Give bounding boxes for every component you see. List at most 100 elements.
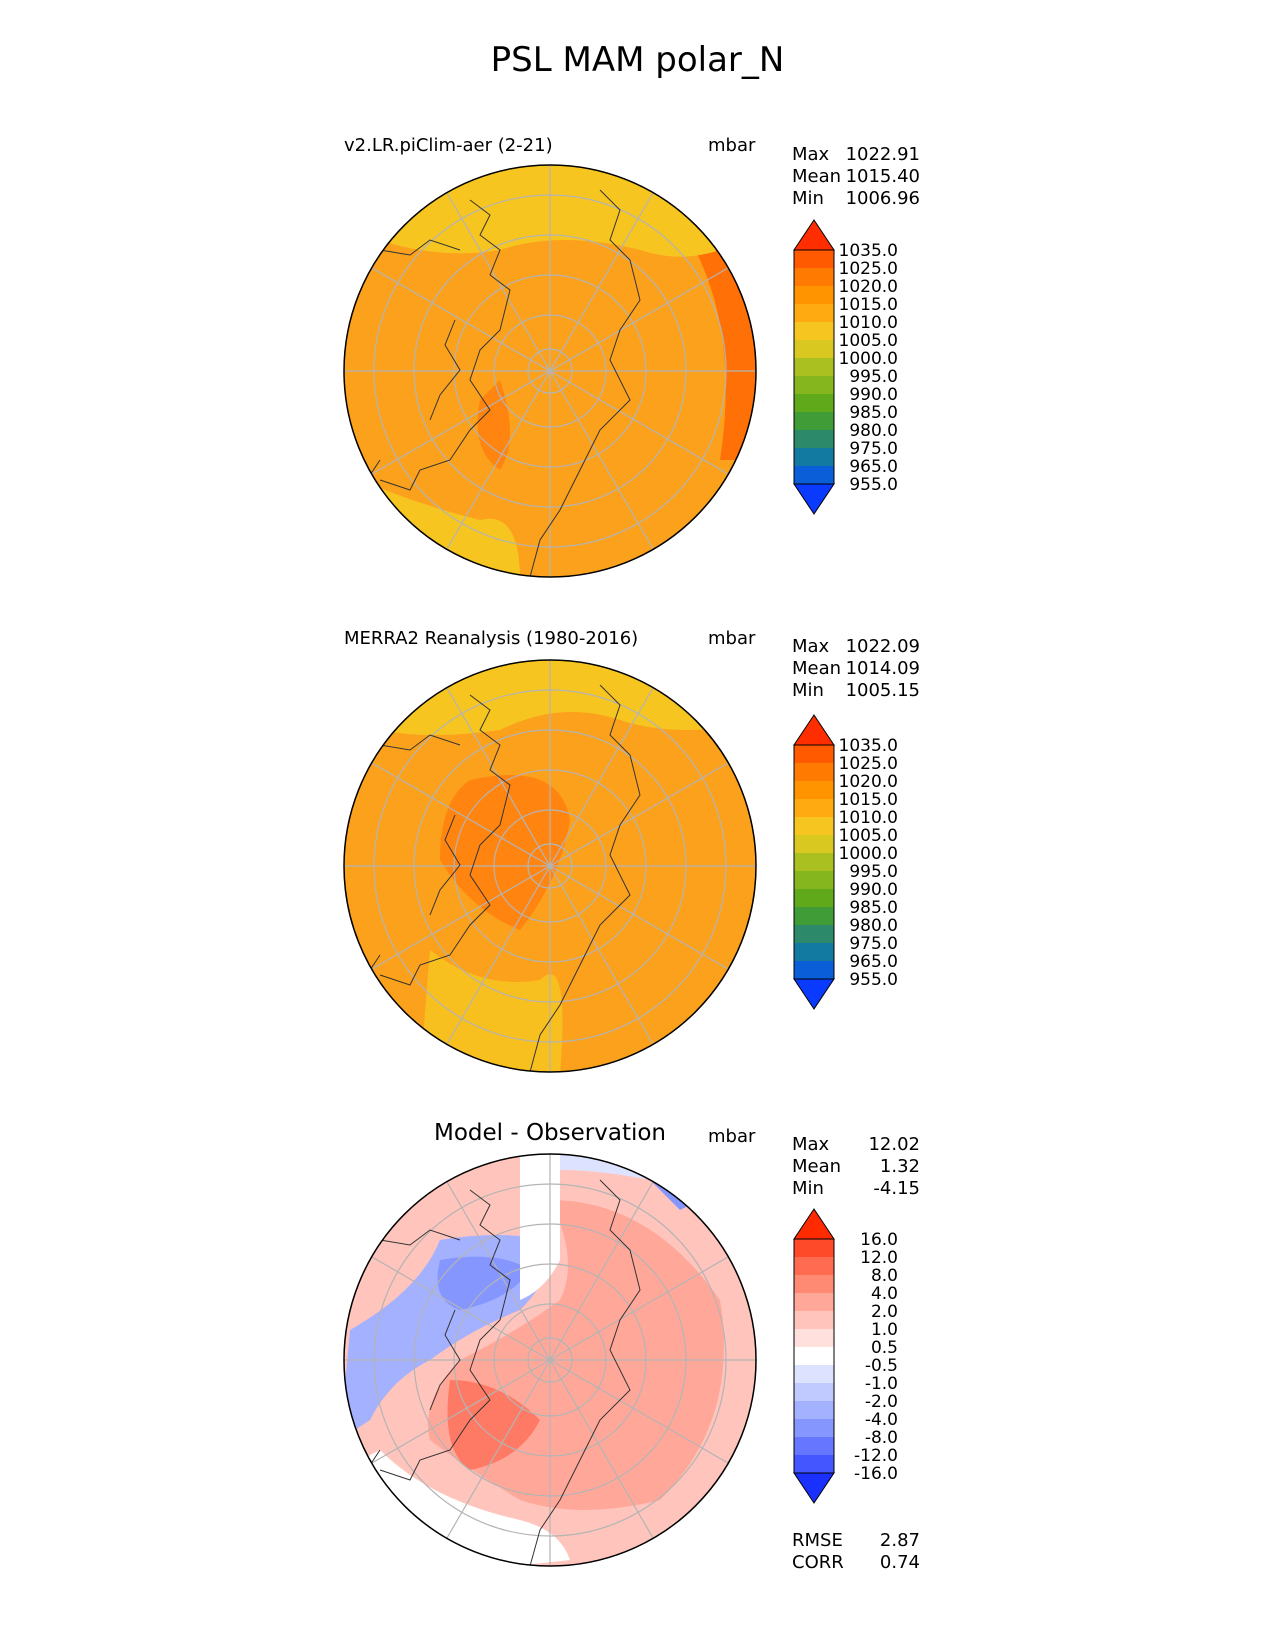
stat-value: 1022.91 — [845, 144, 920, 165]
colorbar-swatch — [794, 466, 834, 484]
colorbar-tick-label: 0.5 — [871, 1338, 898, 1358]
colorbar-swatch — [794, 799, 834, 817]
colorbar-ref: 1035.01025.01020.01015.01010.01005.01000… — [793, 714, 898, 1010]
units-label-test: mbar — [708, 135, 756, 156]
stat-label: CORR — [792, 1552, 844, 1573]
panel-title-ref: MERRA2 Reanalysis (1980-2016) — [344, 628, 639, 649]
colorbar-swatch — [794, 781, 834, 799]
colorbar-swatch — [794, 835, 834, 853]
stat-value: -4.15 — [873, 1178, 920, 1199]
colorbar-swatch — [794, 871, 834, 889]
field-high-center — [440, 775, 570, 930]
units-label-diff: mbar — [708, 1126, 756, 1147]
colorbar-tick-label: 995.0 — [849, 367, 898, 387]
colorbar-swatch — [794, 1275, 834, 1293]
colorbar-swatch — [794, 763, 834, 781]
colorbar-tick-label: 1005.0 — [839, 826, 898, 846]
colorbar-swatch — [794, 304, 834, 322]
colorbar-swatch — [794, 286, 834, 304]
colorbar-tick-label: 4.0 — [871, 1284, 898, 1304]
stat-value: 2.87 — [879, 1530, 920, 1551]
colorbar-tick-label: 2.0 — [871, 1302, 898, 1322]
colorbar-tick-label: 975.0 — [849, 439, 898, 459]
colorbar-tick-label: 1000.0 — [839, 349, 898, 369]
polar-map-diff — [343, 1153, 757, 1567]
colorbar-swatch — [794, 961, 834, 979]
colorbar-tick-label: 1025.0 — [839, 754, 898, 774]
colorbar-tick-label: 980.0 — [849, 916, 898, 936]
stat-label: Mean — [792, 658, 842, 679]
field-negative-core — [437, 1256, 530, 1310]
colorbar-swatch — [794, 394, 834, 412]
stats-ref: Max 1022.09 Mean 1014.09 Min 1005.15 — [792, 636, 920, 702]
stats-diff: Max 12.02 Mean 1.32 Min -4.15 — [792, 1134, 920, 1200]
stat-value: 12.02 — [868, 1134, 920, 1155]
colorbar-swatch — [794, 907, 834, 925]
colorbar-swatch — [794, 853, 834, 871]
panel-title-test: v2.LR.piClim-aer (2-21) — [344, 135, 553, 156]
stat-label: Max — [792, 144, 830, 165]
extra-stats-diff: RMSE 2.87 CORR 0.74 — [792, 1530, 920, 1574]
colorbar-tick-label: 955.0 — [849, 970, 898, 990]
field-neutral-ring — [360, 1450, 570, 1566]
colorbar-swatch — [794, 889, 834, 907]
colorbar-tick-label: 985.0 — [849, 898, 898, 918]
polar-map-ref — [343, 659, 757, 1073]
colorbar-swatch — [794, 376, 834, 394]
stats-test: Max 1022.91 Mean 1015.40 Min 1006.96 — [792, 144, 920, 210]
figure-title: PSL MAM polar_N — [490, 40, 785, 80]
colorbar-tick-label: 8.0 — [871, 1266, 898, 1286]
colorbar-tick-label: 16.0 — [860, 1230, 898, 1250]
field-low-south — [420, 950, 563, 1072]
colorbar-swatch — [794, 1383, 834, 1401]
coastlines — [349, 1179, 641, 1566]
polar-map-test — [343, 164, 757, 578]
colorbar-swatch — [794, 1401, 834, 1419]
colorbar-tick-label: 1015.0 — [839, 790, 898, 810]
colorbar-tick-label: 1020.0 — [839, 772, 898, 792]
stat-label: Min — [792, 680, 824, 701]
stat-label: Max — [792, 1134, 830, 1155]
colorbar-tick-label: 1035.0 — [839, 736, 898, 756]
colorbar-swatch — [794, 1455, 834, 1473]
colorbar-swatch — [794, 448, 834, 466]
colorbar-tick-label: 1010.0 — [839, 808, 898, 828]
colorbar-tick-label: 1025.0 — [839, 259, 898, 279]
colorbar-tick-label: -16.0 — [854, 1464, 898, 1484]
colorbar-swatch — [794, 412, 834, 430]
colorbar-swatch — [794, 430, 834, 448]
colorbar-diff: 16.012.08.04.02.01.00.5-0.5-1.0-2.0-4.0-… — [793, 1208, 898, 1504]
colorbar-tick-label: 975.0 — [849, 934, 898, 954]
colorbar-outline — [793, 744, 835, 980]
colorbar-tick-label: 980.0 — [849, 421, 898, 441]
colorbar-tick-label: 1035.0 — [839, 241, 898, 261]
colorbar-swatch — [794, 1365, 834, 1383]
colorbar-tick-label: 990.0 — [849, 880, 898, 900]
colorbar-test: 1035.01025.01020.01015.01010.01005.01000… — [793, 219, 898, 515]
colorbar-tick-label: 1020.0 — [839, 277, 898, 297]
colorbar-tick-label: -12.0 — [854, 1446, 898, 1466]
colorbar-tick-label: 12.0 — [860, 1248, 898, 1268]
stat-label: Mean — [792, 1156, 842, 1177]
colorbar-swatch — [794, 1419, 834, 1437]
colorbar-swatch — [794, 1239, 834, 1257]
stat-value: 1006.96 — [845, 188, 920, 209]
field-positive-core — [447, 1380, 540, 1470]
colorbar-extend-top — [793, 1208, 835, 1240]
colorbar-swatch — [794, 817, 834, 835]
colorbar-tick-label: 965.0 — [849, 952, 898, 972]
colorbar-tick-label: 1015.0 — [839, 295, 898, 315]
stat-value: 1005.15 — [845, 680, 920, 701]
colorbar-swatch — [794, 925, 834, 943]
colorbar-swatch — [794, 358, 834, 376]
stat-value: 1014.09 — [845, 658, 920, 679]
colorbar-swatch — [794, 1329, 834, 1347]
colorbar-tick-label: 1000.0 — [839, 844, 898, 864]
colorbar-swatch — [794, 340, 834, 358]
colorbar-swatch — [794, 268, 834, 286]
colorbar-tick-label: -4.0 — [865, 1410, 898, 1430]
colorbar-swatch — [794, 250, 834, 268]
stat-label: Max — [792, 636, 830, 657]
colorbar-tick-label: 955.0 — [849, 475, 898, 495]
colorbar-tick-label: -2.0 — [865, 1392, 898, 1412]
